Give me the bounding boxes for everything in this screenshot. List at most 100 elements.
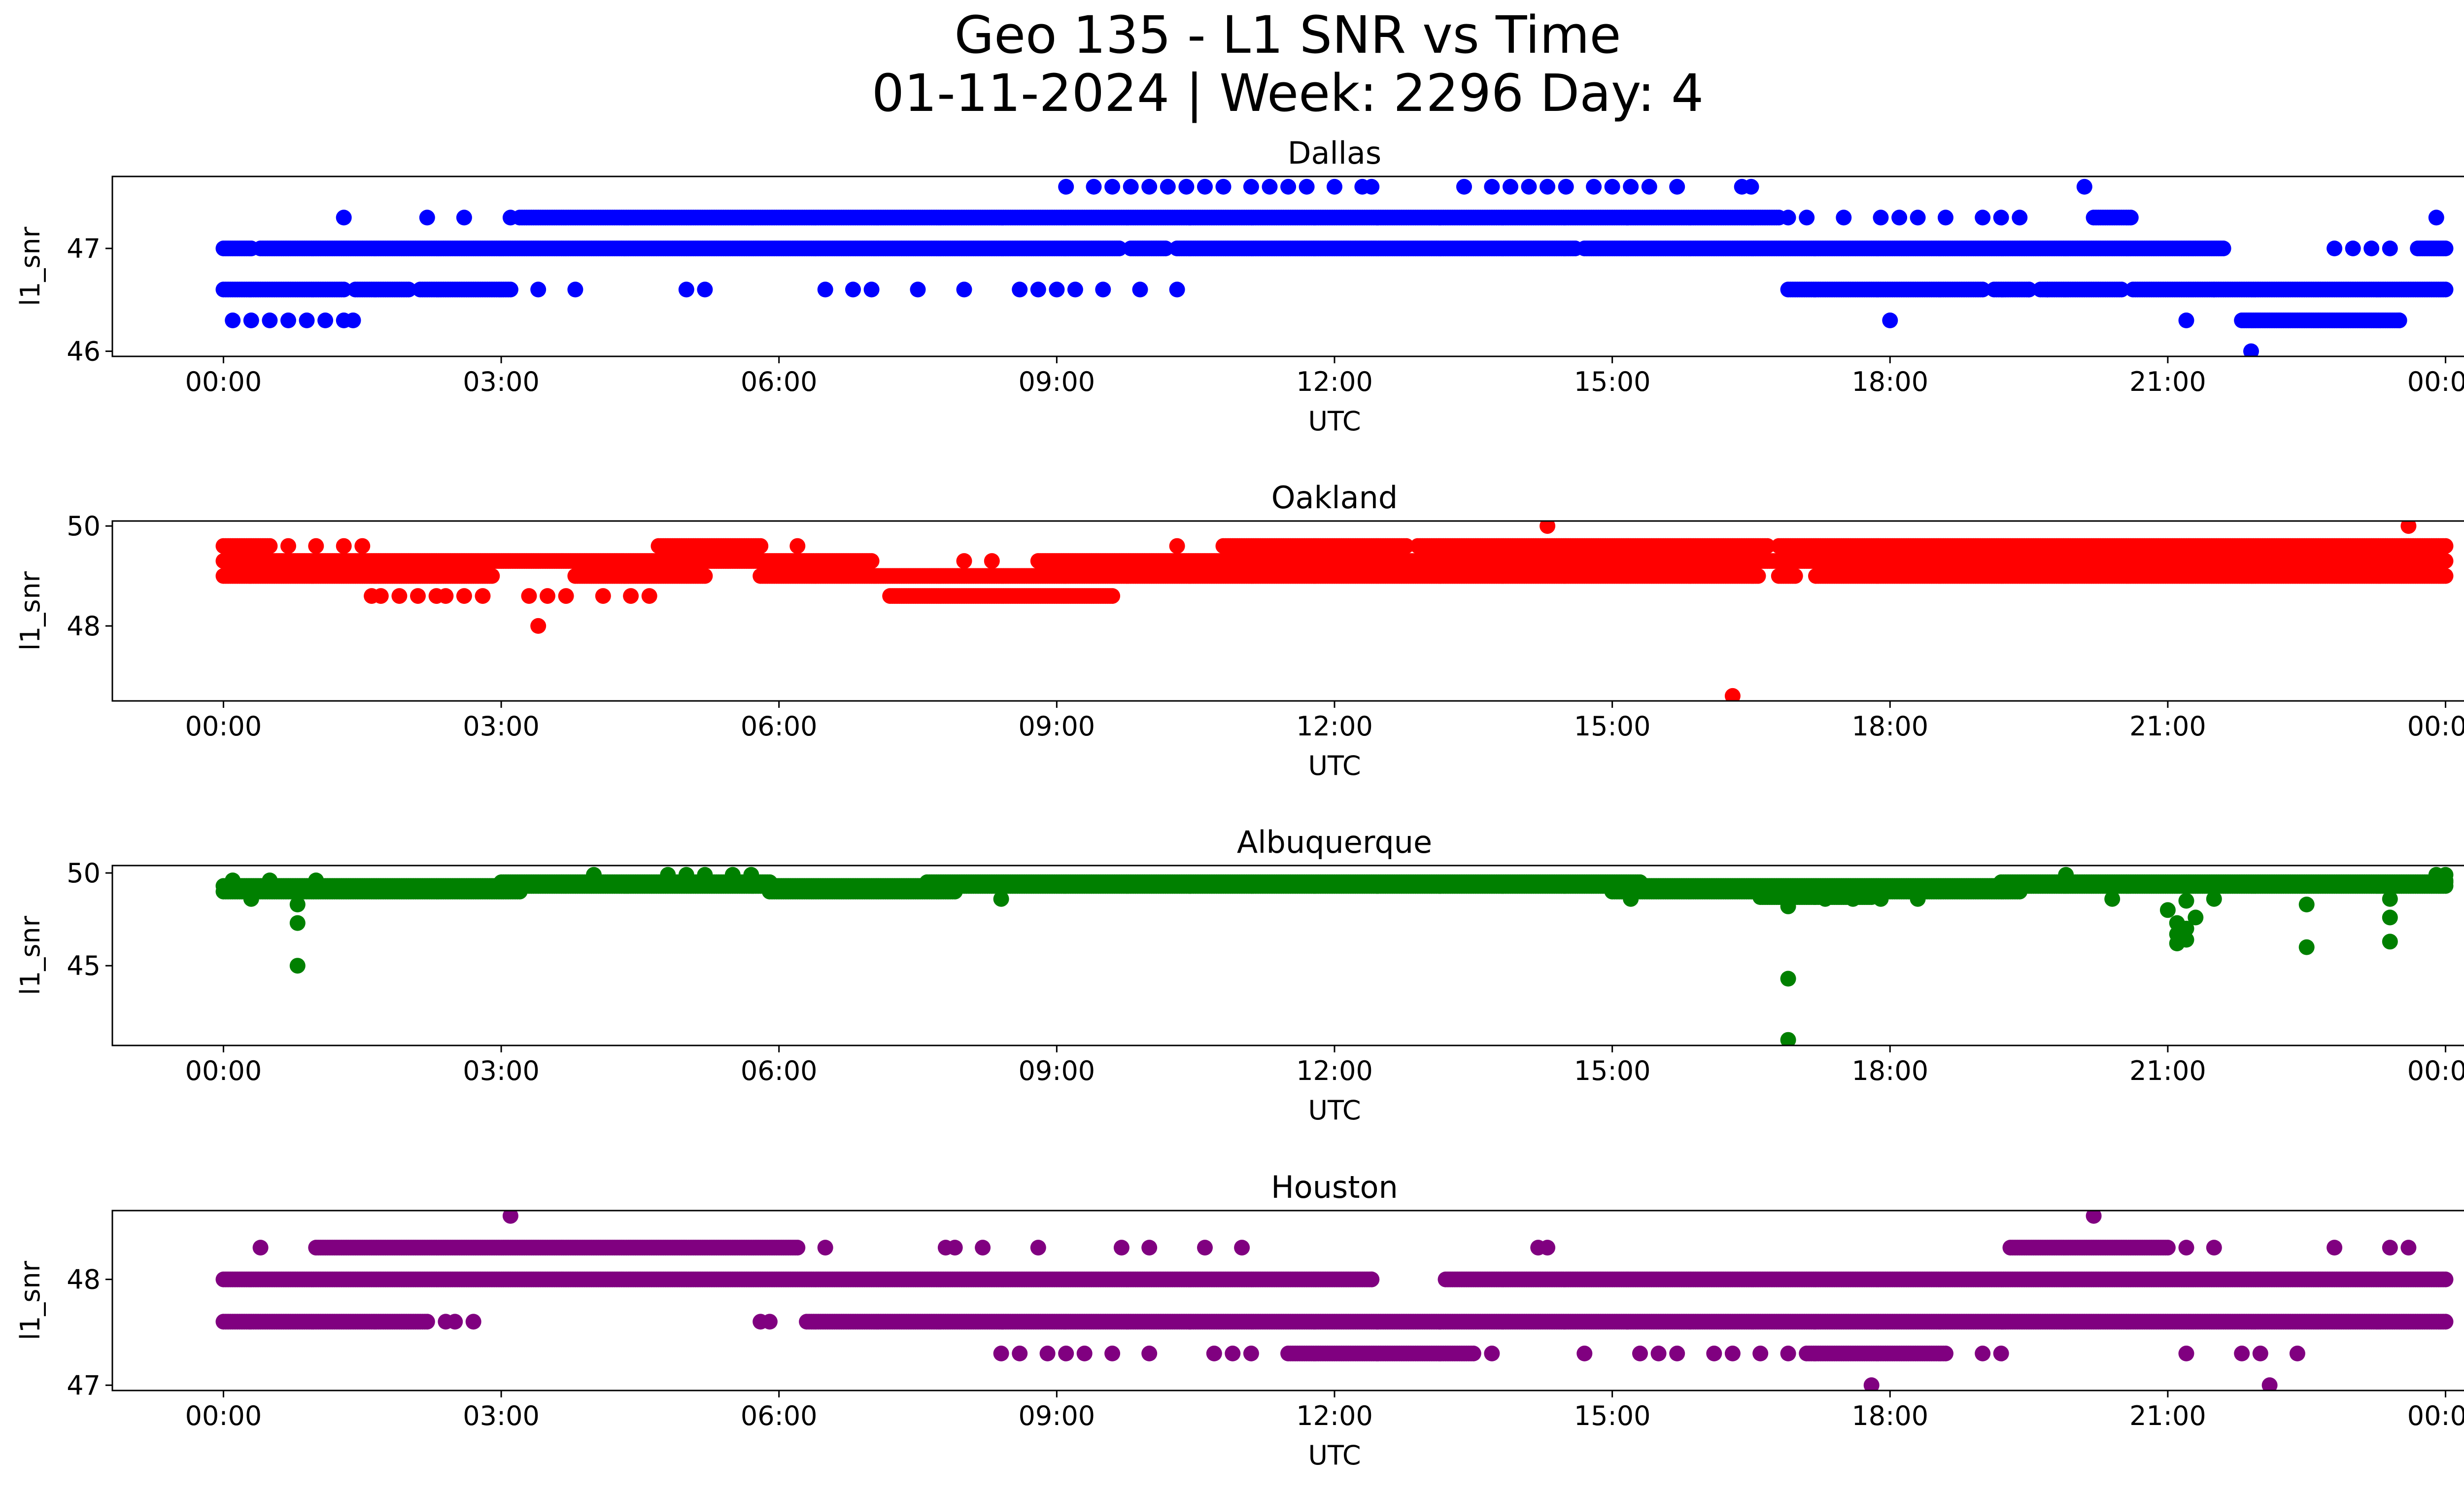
x-tick-label: 18:00	[1851, 711, 1928, 742]
data-point	[1132, 281, 1148, 298]
data-point	[558, 588, 574, 604]
x-tick-label: 21:00	[2129, 711, 2206, 742]
data-point	[1882, 313, 1898, 328]
data-point	[1299, 178, 1315, 195]
data-point	[1484, 178, 1500, 195]
data-point	[2437, 538, 2454, 554]
data-point	[317, 313, 334, 328]
data-point	[502, 209, 518, 226]
data-point	[1891, 209, 1908, 226]
x-axis-label: UTC	[1308, 406, 1361, 437]
data-point	[910, 281, 926, 298]
x-tick-label: 03:00	[463, 711, 540, 742]
data-point	[2327, 241, 2343, 256]
data-point	[1604, 178, 1620, 195]
data-point	[817, 281, 833, 298]
data-point	[2021, 281, 2037, 298]
data-point	[1327, 178, 1342, 195]
data-point	[1364, 178, 1380, 195]
x-tick-label: 15:00	[1574, 366, 1651, 397]
data-point	[484, 568, 500, 584]
data-point	[1104, 178, 1121, 195]
figure-title-line1: Geo 135 - L1 SNR vs Time	[954, 5, 1621, 65]
data-point	[299, 313, 315, 328]
data-point	[2178, 313, 2194, 328]
data-point	[225, 313, 241, 328]
data-point	[1910, 209, 1926, 226]
data-point	[502, 281, 518, 298]
data-point	[530, 281, 547, 298]
panel-title: Dallas	[1288, 135, 1381, 171]
data-point	[1398, 538, 1414, 554]
data-point	[863, 553, 880, 569]
data-point	[373, 588, 389, 604]
data-point	[1141, 178, 1158, 195]
data-point	[1262, 178, 1278, 195]
data-point	[530, 618, 547, 634]
data-point	[1669, 178, 1685, 195]
data-point	[567, 281, 583, 298]
data-point	[456, 209, 472, 226]
x-tick-label: 03:00	[463, 366, 540, 397]
data-point	[1215, 178, 1232, 195]
x-tick-label: 00:00	[2407, 711, 2464, 742]
data-point	[391, 588, 408, 604]
data-point	[1111, 241, 1128, 256]
data-point	[308, 538, 324, 554]
data-point	[540, 588, 555, 604]
data-point	[2012, 209, 2028, 226]
x-tick-label: 00:00	[185, 366, 262, 397]
data-point	[2437, 281, 2454, 298]
data-point	[1750, 568, 1766, 584]
data-point	[456, 588, 472, 604]
data-point	[678, 281, 694, 298]
data-point	[1540, 178, 1556, 195]
data-point	[1012, 281, 1028, 298]
data-point	[1558, 178, 1574, 195]
data-point	[280, 538, 296, 554]
data-point	[1169, 538, 1185, 554]
data-point	[1178, 178, 1195, 195]
data-point	[1586, 178, 1602, 195]
data-point	[2345, 241, 2361, 256]
data-point	[2382, 241, 2398, 256]
x-axis-label: UTC	[1308, 750, 1361, 781]
data-point	[336, 209, 352, 226]
y-axis-label: l1_snr	[15, 226, 46, 306]
data-point	[845, 281, 861, 298]
x-tick-label: 06:00	[741, 366, 818, 397]
data-point	[1836, 209, 1852, 226]
x-tick-label: 15:00	[1574, 711, 1651, 742]
data-point	[2122, 209, 2139, 226]
data-point	[438, 588, 454, 604]
data-point	[1049, 281, 1065, 298]
data-point	[2437, 241, 2454, 256]
data-point	[354, 538, 371, 554]
data-point	[2428, 209, 2444, 226]
x-tick-label: 21:00	[2129, 366, 2206, 397]
data-point	[243, 313, 259, 328]
data-point	[1503, 178, 1518, 195]
data-point	[789, 538, 806, 554]
figure-title-line2: 01-11-2024 | Week: 2296 Day: 4	[871, 63, 1704, 123]
data-point	[1759, 538, 1776, 554]
data-point	[1799, 209, 1815, 226]
panel-title: Albuquerque	[1237, 824, 1432, 860]
y-tick-label: 50	[67, 511, 101, 542]
data-point	[345, 313, 361, 328]
data-point	[2039, 281, 2055, 298]
data-point	[419, 209, 435, 226]
data-point	[1521, 178, 1537, 195]
data-point	[1873, 209, 1889, 226]
data-point	[1095, 281, 1111, 298]
scatter-series	[215, 521, 2454, 701]
data-point	[1086, 178, 1102, 195]
scatter-series	[215, 178, 2454, 356]
data-point	[1160, 178, 1176, 195]
plot-frame	[111, 175, 2464, 357]
data-point	[1623, 178, 1639, 195]
y-tick-label: 48	[67, 611, 101, 642]
data-point	[1975, 209, 1991, 226]
data-point	[1169, 281, 1185, 298]
